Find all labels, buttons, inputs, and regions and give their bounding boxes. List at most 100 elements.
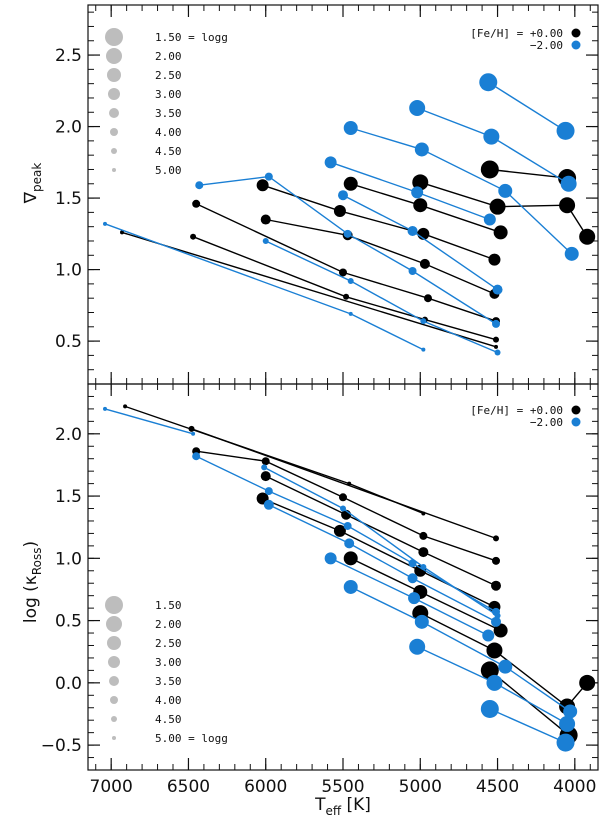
bottom-size-legend-marker <box>112 736 116 740</box>
top-data-point <box>498 183 513 198</box>
bottom-size-legend-marker <box>109 676 119 686</box>
bottom-data-point <box>343 551 358 566</box>
bottom-data-point <box>492 556 500 565</box>
bottom-data-point <box>563 704 578 719</box>
bottom-data-point <box>343 579 358 594</box>
bottom-feh-legend-label: [Fe/H] = +0.00 <box>470 404 563 417</box>
top-data-point <box>559 197 576 214</box>
x-tick-label: 7000 <box>90 777 133 797</box>
bottom-feh-legend-marker <box>571 405 581 415</box>
bottom-size-legend-label: 5.00 = logg <box>155 732 228 745</box>
bottom-data-point <box>418 547 429 558</box>
top-series-line <box>350 127 573 255</box>
top-size-legend-label: 3.00 <box>155 88 182 101</box>
top-feh-legend-label: [Fe/H] = +0.00 <box>470 27 563 40</box>
top-data-point <box>333 204 346 217</box>
top-size-legend-label: 2.00 <box>155 50 182 63</box>
bottom-data-point <box>559 715 576 732</box>
bottom-y-tick-label: 2.0 <box>55 425 82 445</box>
top-size-legend-marker <box>105 28 123 46</box>
bottom-data-point <box>103 406 107 411</box>
top-data-point <box>579 228 596 245</box>
bottom-feh-legend-marker <box>571 417 581 427</box>
top-data-point <box>339 268 347 277</box>
top-series-line <box>192 236 497 341</box>
bottom-series-line <box>263 466 498 617</box>
top-data-point <box>192 199 201 208</box>
top-y-tick-label: 0.5 <box>55 332 82 352</box>
x-tick-label: 6500 <box>167 777 210 797</box>
top-series-line <box>489 168 568 179</box>
top-size-legend-marker <box>107 68 121 82</box>
top-data-point <box>492 319 500 328</box>
bottom-series-line <box>265 475 497 587</box>
top-series-line <box>265 218 495 295</box>
bottom-series-line <box>489 708 566 744</box>
top-size-legend-marker <box>106 48 122 64</box>
bottom-size-legend-marker <box>105 596 123 614</box>
bottom-data-point <box>493 623 508 638</box>
bottom-data-point <box>333 524 346 537</box>
bottom-size-legend-label: 3.00 <box>155 656 182 669</box>
top-data-point <box>260 214 271 225</box>
top-size-legend-marker <box>110 128 118 136</box>
bottom-data-point <box>192 452 201 461</box>
top-data-point <box>103 221 107 226</box>
bottom-size-legend-marker <box>111 716 117 722</box>
bottom-y-tick-label: 1.0 <box>55 549 82 569</box>
bottom-data-point <box>263 499 274 510</box>
x-tick-label: 5000 <box>399 777 442 797</box>
top-data-point <box>480 160 499 179</box>
bottom-data-point <box>421 511 426 516</box>
bottom-data-point <box>556 733 575 752</box>
top-data-point <box>347 278 354 285</box>
top-series-line <box>265 240 498 354</box>
bottom-data-point <box>419 531 428 540</box>
bottom-series-line <box>350 586 571 713</box>
bottom-data-point <box>491 580 501 591</box>
bottom-data-point <box>261 464 268 471</box>
top-size-legend-label: 4.00 <box>155 126 182 139</box>
top-data-point <box>489 198 506 215</box>
bottom-size-legend-label: 4.00 <box>155 694 182 707</box>
top-data-point <box>343 120 358 135</box>
bottom-data-point <box>420 564 427 571</box>
bottom-data-point <box>347 481 352 486</box>
bottom-panel: −0.5 0.0 0.5 1.0 1.5 2.0 7000 6500 6000 5500 5000 4… <box>41 383 599 797</box>
bottom-size-legend-marker <box>106 616 122 632</box>
top-data-point <box>419 258 430 269</box>
bottom-data-point <box>579 674 596 691</box>
bottom-size-legend-label: 4.50 <box>155 713 182 726</box>
bottom-size-legend-marker <box>110 696 118 704</box>
bottom-size-legend-label: 3.50 <box>155 675 182 688</box>
top-data-point <box>421 347 426 352</box>
bottom-data-point <box>486 642 503 659</box>
top-size-legend-label: 3.50 <box>155 107 182 120</box>
top-data-point <box>343 293 350 300</box>
top-y-tick-label: 2.0 <box>55 118 82 138</box>
top-series-line <box>420 181 588 238</box>
top-data-point <box>483 128 500 145</box>
bottom-size-legend-marker <box>107 636 121 650</box>
top-data-point <box>348 311 353 316</box>
x-axis-title: Teff [K] <box>314 795 371 818</box>
bottom-data-point <box>486 674 503 691</box>
bottom-data-point <box>261 457 270 466</box>
bottom-data-point <box>343 521 352 530</box>
bottom-size-legend-label: 1.50 <box>155 599 182 612</box>
top-panel: 0.5 1.0 1.5 2.0 2.5 1.50 = logg 2.00 2.50 3.00 3.… <box>55 4 599 385</box>
top-data-point <box>564 246 579 261</box>
bottom-data-point <box>264 487 273 496</box>
bottom-series-line <box>268 504 497 623</box>
bottom-data-point <box>340 505 346 512</box>
bottom-data-point <box>339 493 347 502</box>
top-size-legend-marker <box>109 108 119 118</box>
bottom-data-point <box>123 404 128 409</box>
bottom-series-line <box>104 408 194 435</box>
top-data-point <box>479 73 498 92</box>
x-tick-label: 5500 <box>321 777 364 797</box>
top-y-tick-label: 2.5 <box>55 46 82 66</box>
top-series-line <box>262 184 495 261</box>
top-size-legend-marker <box>112 168 116 172</box>
top-series-line <box>195 203 497 322</box>
